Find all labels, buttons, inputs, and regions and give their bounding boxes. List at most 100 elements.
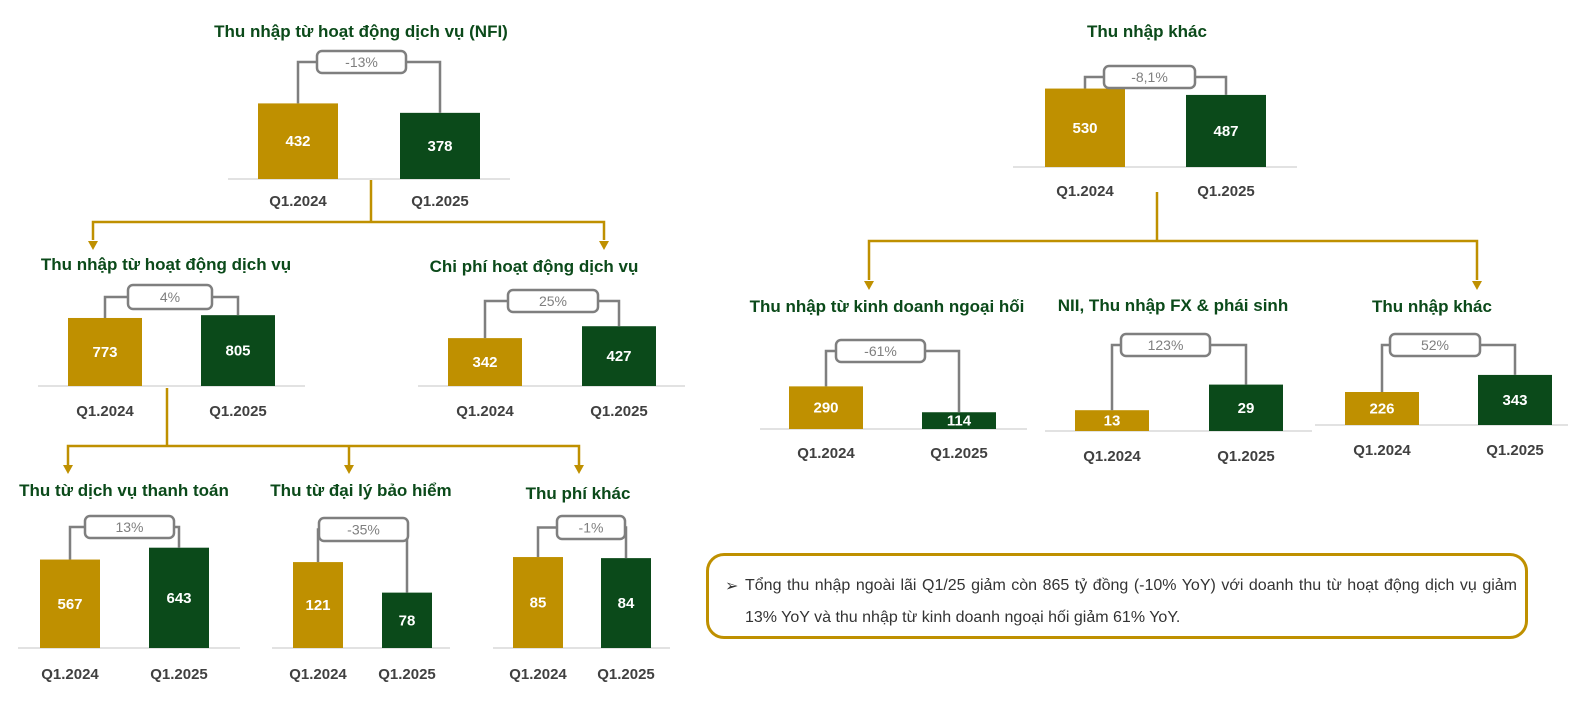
bar-value-label: 643	[166, 590, 191, 607]
bracket-line-right	[174, 525, 181, 548]
bracket-line-left	[483, 299, 508, 339]
change-percent-label: 4%	[160, 289, 180, 305]
bar-q1-2025	[1209, 384, 1283, 431]
arrow-head-icon	[574, 465, 584, 474]
bar-q1-2025	[400, 112, 480, 179]
category-tick-label: Q1.2025	[590, 403, 648, 420]
category-tick-label: Q1.2024	[509, 666, 567, 683]
category-tick-label: Q1.2024	[1353, 442, 1411, 459]
bracket-line-right	[1210, 343, 1248, 385]
category-tick-label: Q1.2025	[1217, 448, 1275, 465]
bar-q1-2024	[448, 338, 522, 386]
category-tick-label: Q1.2025	[209, 403, 267, 420]
change-badge	[555, 514, 627, 541]
bar-q1-2024	[1045, 88, 1125, 167]
category-tick-label: Q1.2024	[41, 666, 99, 683]
change-percent-label: -61%	[864, 343, 897, 359]
category-tick-label: Q1.2025	[930, 445, 988, 462]
category-tick-label: Q1.2024	[797, 445, 855, 462]
bar-value-label: 85	[530, 595, 547, 612]
change-percent-label: 13%	[115, 519, 143, 535]
bracket-line-right	[406, 60, 442, 113]
arrow-head-icon	[88, 241, 98, 250]
bracket-line-left	[296, 60, 317, 104]
arrow-head-icon	[63, 465, 73, 474]
bracket-line-right	[1480, 343, 1517, 375]
bar-q1-2024	[258, 103, 338, 179]
chart-title: Thu phí khác	[526, 484, 631, 503]
bullet-arrow-icon: ➢	[725, 578, 739, 595]
bar-q1-2025	[201, 315, 275, 386]
change-badge	[83, 514, 176, 540]
bar-q1-2025	[382, 592, 432, 648]
bar-value-label: 427	[606, 348, 631, 365]
chart-title: Thu từ dịch vụ thanh toán	[19, 481, 229, 500]
bar-q1-2024	[789, 386, 863, 429]
category-tick-label: Q1.2024	[76, 403, 134, 420]
bar-q1-2025	[922, 412, 996, 429]
bar-q1-2024	[293, 562, 343, 648]
bar-q1-2024	[1075, 410, 1149, 431]
change-percent-label: 25%	[539, 293, 567, 309]
change-percent-label: 52%	[1421, 337, 1449, 353]
change-badge	[317, 516, 410, 543]
change-percent-label: -8,1%	[1131, 69, 1168, 85]
change-badge	[315, 49, 408, 75]
bar-value-label: 290	[813, 400, 838, 417]
bar-value-label: 84	[618, 595, 635, 612]
bar-value-label: 121	[305, 597, 330, 614]
bracket-line-left	[103, 295, 128, 318]
chart-title: Thu từ đại lý bảo hiểm	[270, 481, 451, 500]
change-badge	[1388, 332, 1482, 358]
bar-value-label: 13	[1104, 413, 1121, 430]
change-badge	[506, 288, 600, 314]
chart-title: Thu nhập khác	[1372, 297, 1492, 316]
bar-value-label: 487	[1213, 123, 1238, 140]
bracket-line-right	[1195, 75, 1228, 95]
bar-q1-2025	[149, 547, 209, 648]
category-tick-label: Q1.2025	[150, 666, 208, 683]
bracket-line-right	[212, 295, 240, 316]
bracket-line-right	[598, 299, 621, 327]
change-badge	[834, 338, 927, 364]
change-badge	[1102, 64, 1197, 90]
change-badge	[126, 283, 214, 311]
connector-nfi-branch	[91, 220, 606, 240]
change-percent-label: -13%	[345, 54, 378, 70]
bar-q1-2024	[1345, 392, 1419, 425]
chart-title: Thu nhập từ hoạt động dịch vụ	[41, 255, 291, 274]
bar-q1-2025	[601, 558, 651, 648]
change-percent-label: 123%	[1148, 337, 1184, 353]
connector-service-branch	[66, 444, 581, 465]
bracket-line-left	[1110, 343, 1121, 411]
bar-value-label: 78	[399, 612, 416, 629]
chart-title: Thu nhập khác	[1087, 22, 1207, 41]
bar-value-label: 114	[947, 413, 972, 430]
bar-value-label: 342	[472, 354, 497, 371]
arrow-head-icon	[1472, 281, 1482, 290]
bar-q1-2024	[40, 559, 100, 648]
chart-title: Thu nhập từ hoạt động dịch vụ (NFI)	[214, 22, 508, 41]
category-tick-label: Q1.2025	[1197, 183, 1255, 200]
bar-value-label: 530	[1072, 120, 1097, 137]
category-tick-label: Q1.2025	[378, 666, 436, 683]
category-tick-label: Q1.2024	[269, 193, 327, 210]
summary-note-text: Tổng thu nhập ngoài lãi Q1/25 giảm còn 8…	[745, 577, 1517, 626]
bar-q1-2024	[68, 317, 142, 386]
category-tick-label: Q1.2024	[289, 666, 347, 683]
arrow-head-icon	[344, 465, 354, 474]
arrow-head-icon	[864, 281, 874, 290]
bar-value-label: 805	[225, 343, 250, 360]
bar-value-label: 432	[285, 133, 310, 150]
category-tick-label: Q1.2025	[597, 666, 655, 683]
chart-title: Chi phí hoạt động dịch vụ	[430, 257, 639, 276]
change-percent-label: -35%	[347, 522, 380, 538]
bracket-line-left	[536, 526, 557, 558]
chart-title: NII, Thu nhập FX & phái sinh	[1058, 296, 1288, 315]
bar-value-label: 226	[1369, 401, 1394, 418]
bar-q1-2024	[513, 557, 563, 648]
connector-other-branch	[867, 239, 1479, 280]
category-tick-label: Q1.2024	[456, 403, 514, 420]
change-badge	[1119, 332, 1212, 358]
